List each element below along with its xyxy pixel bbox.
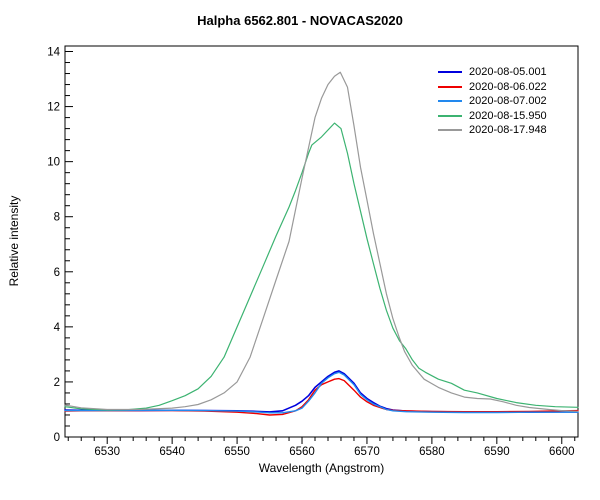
x-tick-label: 6580 (419, 446, 445, 458)
x-tick-label: 6570 (354, 446, 380, 458)
legend: 2020-08-05.001 2020-08-06.022 2020-08-07.0… (438, 65, 547, 138)
legend-item: 2020-08-07.002 (438, 94, 547, 109)
legend-line-swatch (438, 129, 462, 132)
legend-item: 2020-08-17.948 (438, 123, 547, 138)
y-tick-label: 12 (47, 102, 60, 114)
legend-label: 2020-08-15.950 (469, 109, 547, 122)
series-line-2020-08-07.002 (64, 371, 579, 414)
series-line-2020-08-05.001 (64, 370, 579, 414)
legend-label: 2020-08-06.022 (469, 80, 547, 93)
legend-line-swatch (438, 100, 462, 103)
y-tick-label: 6 (54, 267, 60, 279)
series-line-2020-08-17.948 (64, 71, 579, 412)
x-tick-label: 6550 (224, 446, 250, 458)
series-line-2020-08-15.950 (64, 122, 579, 411)
y-tick-label: 2 (54, 377, 60, 389)
y-tick-label: 8 (54, 212, 60, 224)
legend-label: 2020-08-07.002 (469, 95, 547, 108)
y-tick-label: 14 (47, 47, 60, 59)
chart-title: Halpha 6562.801 - NOVACAS2020 (197, 13, 403, 28)
y-tick-label: 0 (54, 432, 60, 444)
legend-label: 2020-08-05.001 (469, 66, 547, 79)
x-axis-label: Wavelength (Angstrom) (258, 461, 385, 475)
legend-label: 2020-08-17.948 (469, 124, 547, 137)
y-tick-label: 10 (47, 157, 60, 169)
y-axis-label-text: Relative intensity (7, 195, 21, 287)
x-tick-label: 6600 (549, 446, 575, 458)
y-tick-label: 4 (54, 322, 61, 334)
legend-line-swatch (438, 71, 462, 74)
legend-item: 2020-08-05.001 (438, 65, 547, 80)
x-tick-label: 6530 (94, 446, 120, 458)
legend-line-swatch (438, 114, 462, 117)
legend-item: 2020-08-15.950 (438, 109, 547, 124)
x-tick-label: 6540 (159, 446, 185, 458)
legend-line-swatch (438, 85, 462, 88)
x-tick-label: 6590 (484, 446, 510, 458)
x-tick-label: 6560 (289, 446, 315, 458)
legend-item: 2020-08-06.022 (438, 80, 547, 95)
plot-border (64, 45, 579, 438)
